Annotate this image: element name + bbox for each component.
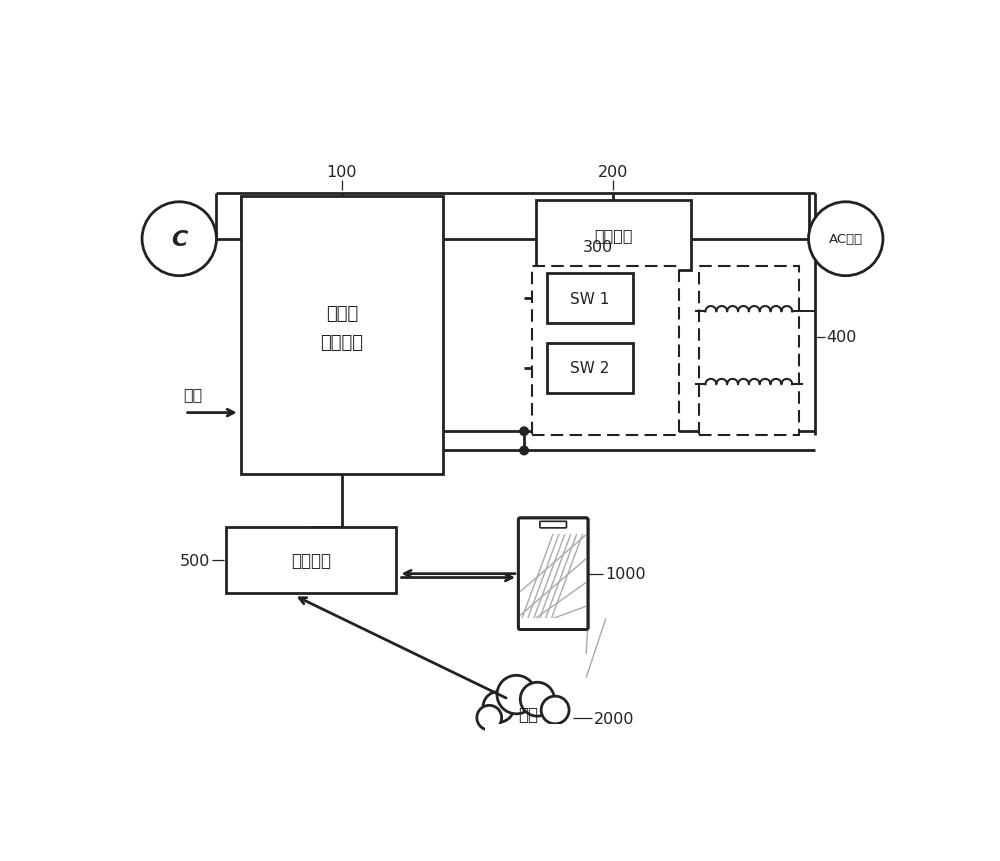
FancyBboxPatch shape <box>518 518 588 629</box>
Text: 300: 300 <box>583 240 613 255</box>
Text: 200: 200 <box>598 164 628 179</box>
Text: 100: 100 <box>327 164 357 179</box>
Text: 通信模块: 通信模块 <box>291 552 331 569</box>
Text: SW 1: SW 1 <box>570 292 610 307</box>
Circle shape <box>497 676 536 714</box>
Text: 2000: 2000 <box>594 711 634 726</box>
Bar <box>226 528 396 593</box>
Circle shape <box>142 202 216 276</box>
Circle shape <box>520 428 528 436</box>
Bar <box>532 266 679 436</box>
Bar <box>547 344 633 393</box>
Circle shape <box>541 697 569 724</box>
Text: 1000: 1000 <box>606 567 646 581</box>
Circle shape <box>477 705 502 730</box>
Bar <box>698 266 799 436</box>
Bar <box>241 197 443 474</box>
Text: 温度: 温度 <box>183 387 202 401</box>
Bar <box>520 520 586 534</box>
Text: C: C <box>171 230 187 250</box>
Text: 500: 500 <box>180 553 210 568</box>
Text: 网络: 网络 <box>518 705 538 723</box>
Bar <box>536 201 691 270</box>
Circle shape <box>809 202 883 276</box>
Text: 压缩机
诊断装置: 压缩机 诊断装置 <box>320 304 364 351</box>
Text: SW 2: SW 2 <box>570 361 610 375</box>
Bar <box>520 618 586 628</box>
Circle shape <box>520 447 528 455</box>
Bar <box>485 724 571 755</box>
Text: 磁接触器: 磁接触器 <box>594 228 633 243</box>
Bar <box>488 709 568 735</box>
FancyBboxPatch shape <box>540 522 566 529</box>
Bar <box>547 274 633 324</box>
Text: AC输入: AC输入 <box>829 233 863 246</box>
Circle shape <box>520 683 554 716</box>
Text: 400: 400 <box>826 330 857 345</box>
Circle shape <box>483 691 514 722</box>
